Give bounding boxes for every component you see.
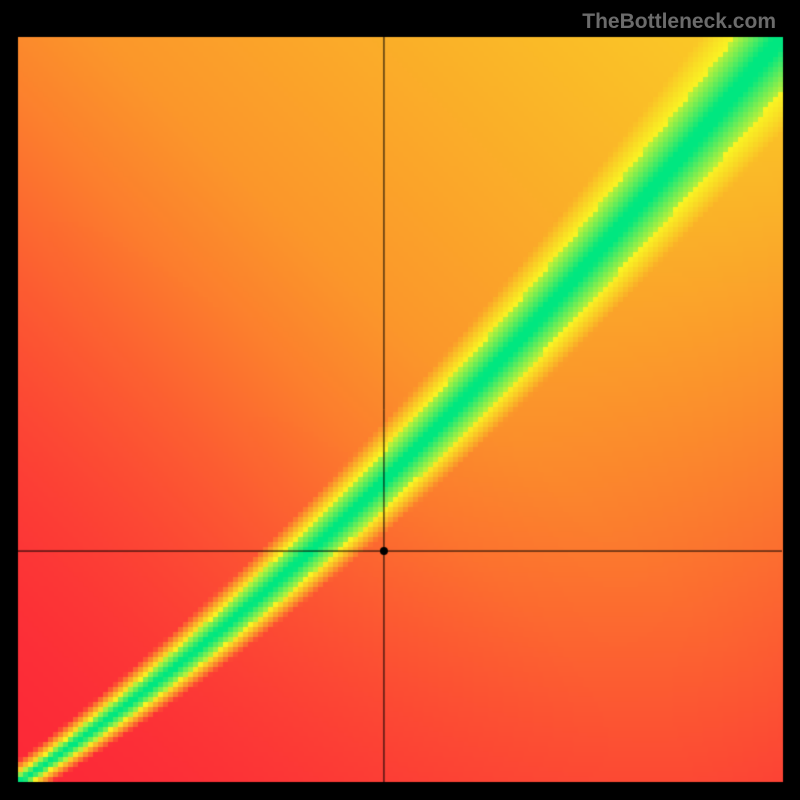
chart-container: TheBottleneck.com <box>0 0 800 800</box>
watermark-text: TheBottleneck.com <box>582 10 776 34</box>
bottleneck-heatmap <box>0 0 800 800</box>
